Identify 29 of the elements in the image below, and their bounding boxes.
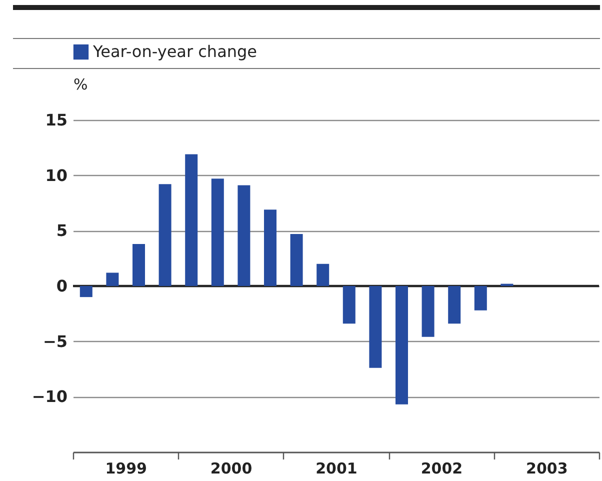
x-tick-label: 2001 xyxy=(316,460,358,478)
bar xyxy=(396,286,408,404)
x-tick-label: 1999 xyxy=(105,460,147,478)
bar xyxy=(422,286,434,337)
bar xyxy=(185,154,198,286)
y-tick-label: −10 xyxy=(32,387,68,406)
bar xyxy=(290,234,303,286)
legend-label: Year-on-year change xyxy=(92,42,258,61)
x-tick-label: 2000 xyxy=(210,460,252,478)
bar xyxy=(158,184,172,286)
bar xyxy=(106,272,119,286)
y-tick-label: −5 xyxy=(42,332,68,351)
bar xyxy=(474,286,487,310)
x-tick-label: 2003 xyxy=(526,460,568,478)
bar xyxy=(238,185,250,286)
bar xyxy=(342,286,356,324)
y-tick-label: 5 xyxy=(56,221,68,240)
bar xyxy=(211,178,224,286)
y-tick-label: 15 xyxy=(45,110,68,130)
y-tick-label: 10 xyxy=(45,166,68,185)
bar xyxy=(369,286,382,368)
y-axis-title: % xyxy=(74,76,88,94)
bar xyxy=(316,264,330,286)
y-tick-label: 0 xyxy=(56,276,68,296)
bar xyxy=(80,286,92,298)
bar xyxy=(264,210,276,286)
bar xyxy=(448,286,461,324)
bar xyxy=(132,244,145,286)
x-tick-label: 2002 xyxy=(420,460,463,478)
